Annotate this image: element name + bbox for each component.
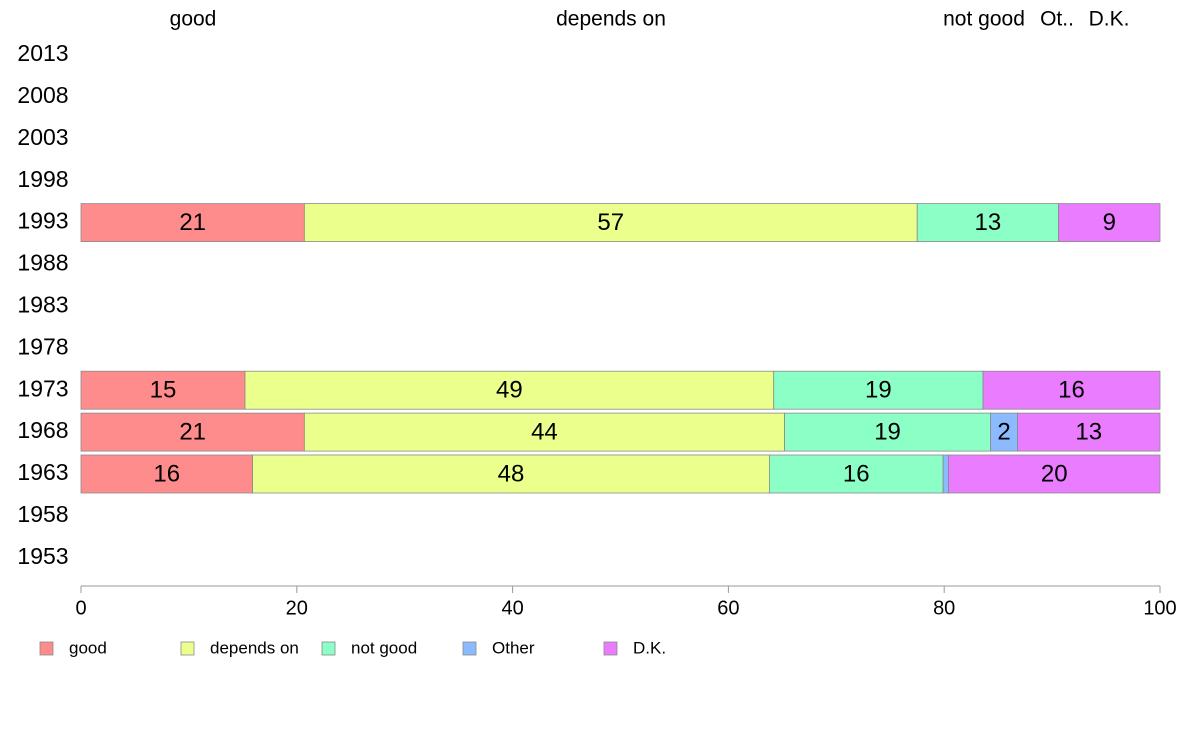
bar-1973-good [80, 370, 246, 410]
year-label-1953: 1953 [17, 543, 68, 569]
year-label-2013: 2013 [17, 40, 68, 66]
top-label-d-k: D.K. [1089, 8, 1130, 31]
data-label-1968-d-k: 13 [1075, 418, 1102, 445]
legend-swatch-other [462, 641, 477, 656]
legend-label-not-good: not good [351, 638, 417, 657]
data-label-1968-good: 21 [179, 418, 206, 445]
legend-swatch-depends-on [180, 641, 195, 656]
bar-1968-depends-on [303, 412, 785, 452]
bar-1993-depends-on [303, 203, 918, 243]
data-label-1973-good: 15 [150, 377, 177, 404]
year-axis-labels: 2013 2008 2003 1998 1993 1988 1983 1978 1973 1968… [17, 40, 68, 569]
x-tick-label-60: 60 [717, 597, 739, 619]
x-tick-label-40: 40 [501, 597, 523, 619]
bar-1968-d-k [1017, 412, 1161, 452]
legend-swatch-not-good [321, 641, 336, 656]
year-label-2008: 2008 [17, 82, 68, 108]
data-label-1963-good: 16 [153, 460, 180, 487]
bar-1973-d-k [982, 370, 1161, 410]
data-label-1963-depends-on: 48 [498, 460, 525, 487]
data-label-1993-not-good: 13 [975, 209, 1002, 236]
top-label-ot: Ot.. [1040, 8, 1074, 31]
bar-1963-depends-on [252, 454, 770, 494]
year-label-1983: 1983 [17, 291, 68, 317]
bar-1973-depends-on [244, 370, 775, 410]
legend-label-other: Other [492, 638, 535, 657]
bar-1963-other [942, 454, 949, 494]
year-label-1998: 1998 [17, 166, 68, 192]
legend-label-depends-on: depends on [210, 638, 299, 657]
year-label-1978: 1978 [17, 333, 68, 359]
bar-1968-good [80, 412, 305, 452]
year-label-2003: 2003 [17, 124, 68, 150]
top-category-labels: good depends on not good Ot.. D.K. [170, 8, 1130, 31]
legend-label-d-k: D.K. [633, 638, 666, 657]
data-label-1973-depends-on: 49 [496, 377, 523, 404]
data-label-1963-d-k: 20 [1041, 460, 1068, 487]
x-tick-label-0: 0 [75, 597, 86, 619]
bar-1968-other [990, 412, 1018, 452]
top-label-not-good: not good [943, 8, 1025, 31]
top-label-good: good [170, 8, 217, 31]
x-axis: 0 20 40 60 80 100 [75, 585, 1177, 619]
bar-1993-d-k [1058, 203, 1161, 243]
legend-swatch-good [39, 641, 54, 656]
x-tick-label-100: 100 [1143, 597, 1176, 619]
data-label-1993-depends-on: 57 [597, 209, 624, 236]
x-tick-label-80: 80 [933, 597, 955, 619]
data-label-1973-not-good: 19 [865, 377, 892, 404]
legend-swatch-d-k [603, 641, 618, 656]
bar-1963-not-good [769, 454, 944, 494]
data-label-1968-other: 2 [997, 418, 1010, 445]
year-label-1973: 1973 [17, 375, 68, 401]
x-tick-label-20: 20 [286, 597, 308, 619]
data-label-1963-not-good: 16 [843, 460, 870, 487]
top-label-depends-on: depends on [556, 8, 666, 31]
data-label-1968-not-good: 19 [874, 418, 901, 445]
bar-1963-good [80, 454, 253, 494]
bar-1993-good [80, 203, 305, 243]
bar-1963-d-k [948, 454, 1161, 494]
year-label-1963: 1963 [17, 459, 68, 485]
year-label-1958: 1958 [17, 501, 68, 527]
bar-1993-not-good [916, 203, 1059, 243]
data-label-1993-good: 21 [179, 209, 206, 236]
data-label-1968-depends-on: 44 [531, 418, 558, 445]
legend: good depends on not good Other D.K. [39, 638, 666, 657]
year-label-1988: 1988 [17, 250, 68, 276]
data-label-1993-d-k: 9 [1103, 209, 1116, 236]
data-label-1973-d-k: 16 [1058, 377, 1085, 404]
year-label-1993: 1993 [17, 208, 68, 234]
legend-label-good: good [69, 638, 107, 657]
year-label-1968: 1968 [17, 417, 68, 443]
bar-1973-not-good [773, 370, 984, 410]
